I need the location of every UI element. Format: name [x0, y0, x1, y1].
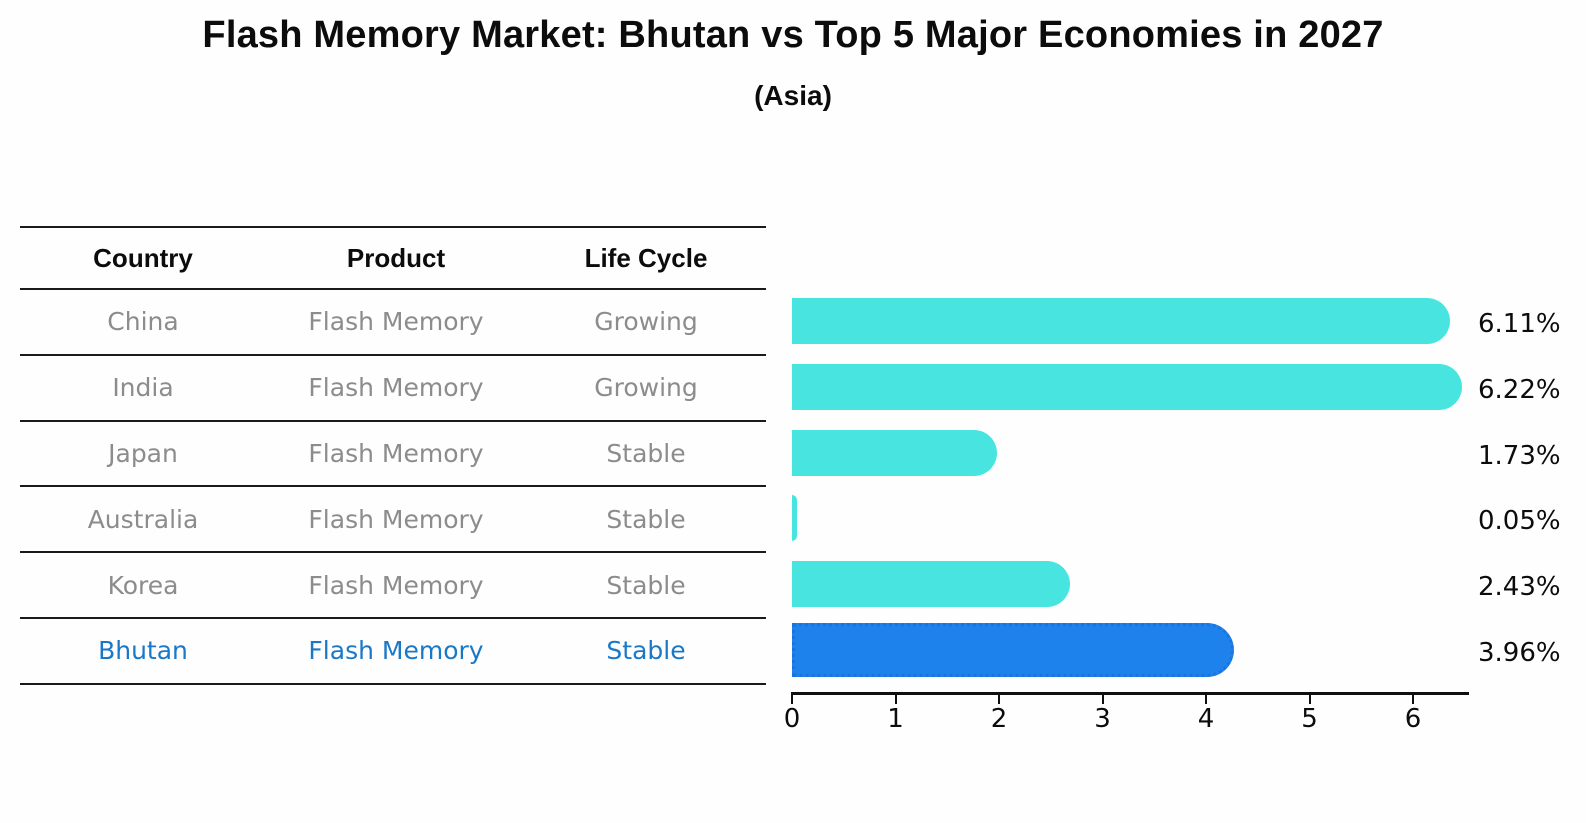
life-cycle-cell: Stable — [606, 570, 686, 600]
product-cell: Flash Memory — [308, 504, 484, 534]
x-axis-tick-label: 0 — [783, 704, 801, 734]
product-cell: Flash Memory — [308, 307, 484, 337]
value-label-australia: 0.05% — [1478, 506, 1561, 537]
value-label-korea: 2.43% — [1478, 572, 1561, 603]
value-label-japan: 1.73% — [1478, 440, 1561, 471]
country-cell: Australia — [87, 504, 199, 534]
x-axis-tick-label: 4 — [1197, 704, 1215, 734]
table-row-india: India Flash Memory Growing — [20, 356, 766, 422]
x-axis-tick — [1412, 695, 1414, 704]
x-axis-tick-label: 1 — [887, 704, 904, 734]
life-cycle-cell: Growing — [594, 373, 698, 403]
country-cell: China — [107, 307, 179, 337]
page-title: Flash Memory Market: Bhutan vs Top 5 Maj… — [202, 14, 1384, 56]
bar-australia — [792, 495, 798, 542]
bar-bhutan — [792, 623, 1234, 677]
x-axis-tick — [1205, 695, 1207, 704]
country-table: Country Product Life Cycle China Flash M… — [20, 226, 766, 685]
table-row-bhutan: Bhutan Flash Memory Stable — [20, 619, 766, 685]
country-cell: Bhutan — [98, 636, 188, 666]
table-row-china: China Flash Memory Growing — [20, 290, 766, 356]
x-axis-tick-label: 5 — [1301, 704, 1318, 734]
x-axis-tick — [894, 695, 897, 704]
x-axis-tick — [998, 695, 1000, 704]
life-cycle-cell: Growing — [594, 307, 698, 337]
x-axis-tick-label: 6 — [1404, 704, 1422, 734]
value-label-china: 6.11% — [1478, 309, 1561, 339]
country-cell: Japan — [108, 438, 178, 468]
country-cell: India — [112, 373, 174, 403]
column-header-country: Country — [93, 242, 193, 273]
page-subtitle: (Asia) — [754, 80, 832, 111]
bar-korea — [792, 561, 1070, 608]
product-cell: Flash Memory — [308, 636, 484, 666]
bar-china — [792, 298, 1451, 344]
product-cell: Flash Memory — [308, 570, 484, 600]
bar-japan — [792, 429, 998, 476]
x-axis-tick — [791, 695, 793, 704]
table-row-australia: Australia Flash Memory Stable — [20, 487, 766, 554]
value-label-bhutan: 3.96% — [1478, 638, 1561, 668]
life-cycle-cell: Stable — [606, 636, 686, 666]
product-cell: Flash Memory — [308, 438, 484, 468]
x-axis-line — [791, 692, 1469, 695]
column-header-life-cycle: Life Cycle — [584, 242, 708, 273]
country-cell: Korea — [107, 570, 179, 600]
table-row-japan: Japan Flash Memory Stable — [20, 422, 766, 488]
bar-india — [792, 363, 1462, 410]
life-cycle-cell: Stable — [606, 438, 686, 468]
x-axis-tick-label: 2 — [990, 704, 1008, 734]
life-cycle-cell: Stable — [606, 504, 686, 534]
x-axis-tick — [1101, 695, 1104, 704]
table-row-korea: Korea Flash Memory Stable — [20, 553, 766, 619]
product-cell: Flash Memory — [308, 373, 484, 403]
x-axis-tick — [1308, 695, 1311, 704]
table-header-row: Country Product Life Cycle — [20, 228, 766, 290]
x-axis-tick-label: 3 — [1094, 704, 1111, 734]
value-label-india: 6.22% — [1478, 374, 1561, 405]
column-header-product: Product — [346, 242, 446, 273]
